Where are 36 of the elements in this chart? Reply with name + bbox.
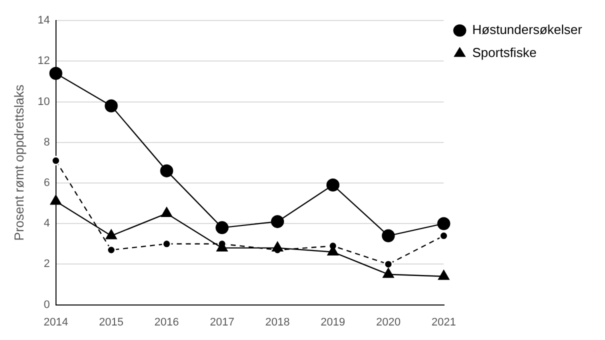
x-tick-label: 2016: [154, 316, 179, 328]
point: [216, 221, 229, 234]
point: [49, 66, 62, 80]
point: [382, 229, 395, 242]
point: [271, 215, 284, 228]
y-tick-label: 2: [44, 258, 50, 270]
point: [50, 194, 62, 205]
point: [160, 206, 172, 217]
point: [438, 270, 450, 280]
x-tick-label: 2017: [210, 316, 234, 328]
legend-label: Sportsfiske: [472, 45, 537, 60]
point: [382, 268, 394, 278]
y-tick-label: 8: [44, 136, 50, 148]
y-tick-label: 10: [38, 96, 50, 108]
point: [106, 245, 116, 255]
x-tick-label: 2018: [265, 316, 290, 328]
y-tick-label: 0: [44, 298, 50, 311]
x-tick-label: 2014: [44, 316, 68, 328]
y-tick-label: 14: [38, 14, 50, 27]
point: [162, 239, 172, 249]
x-tick-label: 2019: [320, 316, 346, 328]
point: [326, 178, 340, 192]
y-tick-label: 6: [44, 177, 50, 190]
y-tick-label: 4: [44, 218, 50, 230]
point: [106, 229, 117, 240]
y-tick-label: 12: [38, 55, 50, 68]
x-tick-label: 2021: [432, 316, 456, 328]
point: [160, 164, 174, 178]
point: [272, 241, 284, 252]
point: [437, 217, 450, 230]
x-tick-label: 2020: [376, 316, 401, 328]
legend-label: Høstundersøkelser: [472, 22, 583, 38]
point: [104, 99, 118, 112]
y-axis-title: Prosent rømt oppdrettslaks: [11, 84, 26, 241]
point: [51, 156, 61, 166]
x-tick-label: 2015: [99, 316, 124, 328]
